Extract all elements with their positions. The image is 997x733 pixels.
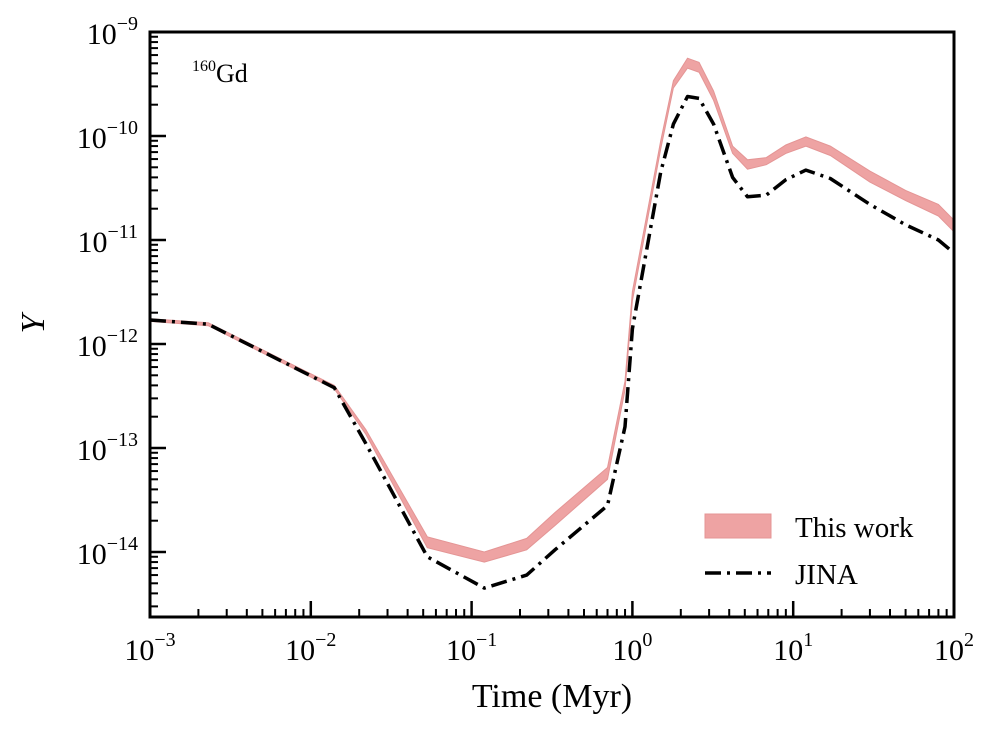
x-tick-label: 10−3 xyxy=(124,629,175,667)
isotope-annotation: 160Gd xyxy=(192,58,248,88)
line-jina xyxy=(150,94,954,590)
x-tick-label: 10−2 xyxy=(285,629,336,667)
legend-label-jina: JINA xyxy=(795,559,858,591)
x-axis-label: Time (Myr) xyxy=(472,678,632,715)
x-tick-label: 10−1 xyxy=(446,629,497,667)
legend: This work JINA xyxy=(704,512,914,591)
plot-frame xyxy=(148,30,956,619)
series-group xyxy=(150,57,954,590)
x-tick-label: 100 xyxy=(612,629,652,667)
y-tick-label: 10−11 xyxy=(77,221,138,259)
x-tick-label: 101 xyxy=(773,629,813,667)
isotope-mass: 160 xyxy=(192,58,216,75)
legend-label-this-work: This work xyxy=(795,512,914,544)
y-tick-label: 10−10 xyxy=(77,117,138,155)
y-tick-label: 10−14 xyxy=(77,533,138,571)
y-axis-label: Y xyxy=(15,311,52,333)
plot-layer xyxy=(150,57,954,590)
isotope-element: Gd xyxy=(216,59,248,88)
x-tick-label: 102 xyxy=(934,629,974,667)
legend-swatch-this-work xyxy=(704,513,772,539)
band-this-work xyxy=(150,57,954,563)
y-tick-label: 10−12 xyxy=(77,325,138,363)
y-tick-label: 10−9 xyxy=(87,13,138,51)
y-tick-label: 10−13 xyxy=(77,429,138,467)
